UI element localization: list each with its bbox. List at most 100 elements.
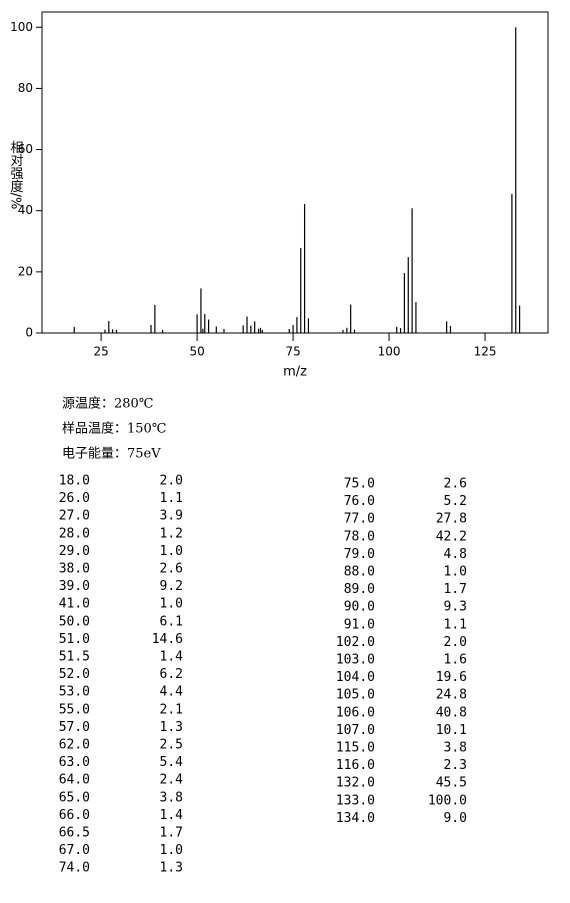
intensity: 1.3	[160, 861, 183, 876]
mz: 133.0	[336, 793, 375, 808]
x-tick-label: 50	[189, 345, 204, 359]
intensity: 1.1	[160, 491, 183, 506]
intensity: 5.4	[160, 755, 184, 770]
intensity: 2.0	[160, 474, 183, 489]
mz: 55.0	[59, 702, 90, 717]
intensity: 1.4	[160, 808, 184, 823]
mz: 38.0	[59, 562, 90, 577]
mz: 65.0	[59, 790, 90, 805]
intensity: 6.2	[160, 667, 183, 682]
intensity: 1.0	[160, 843, 183, 858]
mz: 53.0	[59, 685, 90, 700]
mz: 41.0	[59, 597, 90, 612]
intensity: 1.2	[160, 526, 183, 541]
y-tick-label: 80	[18, 81, 33, 95]
intensity: 3.8	[160, 790, 183, 805]
intensity: 3.8	[444, 741, 467, 756]
intensity: 4.4	[160, 685, 184, 700]
mz: 67.0	[59, 843, 90, 858]
intensity: 9.0	[444, 811, 467, 826]
mz: 39.0	[59, 579, 90, 594]
mz: 18.0	[59, 474, 90, 489]
intensity: 1.1	[444, 617, 467, 632]
x-tick-label: 25	[93, 345, 108, 359]
mz: 89.0	[344, 582, 375, 597]
x-tick-label: 75	[285, 345, 300, 359]
mz: 57.0	[59, 720, 90, 735]
intensity: 6.1	[160, 614, 183, 629]
plot-frame	[41, 11, 549, 334]
condition: 样品温度：150℃	[62, 421, 166, 437]
mz: 88.0	[344, 565, 375, 580]
intensity: 9.2	[160, 579, 183, 594]
y-tick-label: 100	[10, 20, 33, 34]
mz: 51.5	[59, 650, 90, 665]
mz: 66.5	[59, 826, 90, 841]
mz: 75.0	[344, 477, 375, 492]
intensity: 2.5	[160, 738, 183, 753]
intensity: 40.8	[436, 705, 467, 720]
x-axis-label: m/z	[283, 365, 307, 380]
intensity: 5.2	[444, 494, 467, 509]
intensity: 27.8	[436, 512, 467, 527]
intensity: 100.0	[428, 793, 467, 808]
mz: 76.0	[344, 494, 375, 509]
intensity: 2.6	[160, 562, 183, 577]
intensity: 19.6	[436, 670, 467, 685]
mz: 116.0	[336, 758, 375, 773]
x-tick-label: 125	[474, 345, 497, 359]
mz: 115.0	[336, 741, 375, 756]
mz: 50.0	[59, 614, 90, 629]
intensity: 45.5	[436, 776, 467, 791]
intensity: 1.0	[444, 565, 467, 580]
mz: 107.0	[336, 723, 375, 738]
mz: 51.0	[59, 632, 90, 647]
mz: 78.0	[344, 529, 375, 544]
mz: 102.0	[336, 635, 375, 650]
intensity: 1.0	[160, 597, 183, 612]
mz: 52.0	[59, 667, 90, 682]
mz: 28.0	[59, 526, 90, 541]
mz: 134.0	[336, 811, 375, 826]
y-tick-label: 40	[18, 203, 33, 217]
condition: 源温度：280℃	[62, 396, 153, 412]
intensity: 2.1	[160, 702, 183, 717]
intensity: 1.7	[160, 826, 183, 841]
intensity: 24.8	[436, 688, 467, 703]
y-tick-label: 0	[25, 326, 33, 340]
intensity: 14.6	[152, 632, 183, 647]
mz: 79.0	[344, 547, 375, 562]
intensity: 1.4	[160, 650, 184, 665]
mz: 62.0	[59, 738, 90, 753]
mz: 74.0	[59, 861, 90, 876]
intensity: 10.1	[436, 723, 467, 738]
mz: 29.0	[59, 544, 90, 559]
y-axis-label: 相对强度/%	[8, 141, 24, 210]
intensity: 9.3	[444, 600, 467, 615]
mz: 132.0	[336, 776, 375, 791]
mz: 91.0	[344, 617, 375, 632]
condition: 电子能量：75eV	[62, 447, 161, 462]
intensity: 2.0	[444, 635, 467, 650]
mz: 104.0	[336, 670, 375, 685]
mz: 106.0	[336, 705, 375, 720]
intensity: 42.2	[436, 529, 467, 544]
mz: 26.0	[59, 491, 90, 506]
intensity: 1.3	[160, 720, 183, 735]
mz: 66.0	[59, 808, 90, 823]
mz: 77.0	[344, 512, 375, 527]
y-tick-label: 60	[18, 142, 33, 156]
mz: 27.0	[59, 509, 90, 524]
intensity: 1.6	[444, 653, 467, 668]
mz: 105.0	[336, 688, 375, 703]
intensity: 2.3	[444, 758, 467, 773]
mz: 103.0	[336, 653, 375, 668]
x-tick-label: 100	[378, 345, 401, 359]
intensity: 2.4	[160, 773, 184, 788]
intensity: 3.9	[160, 509, 183, 524]
intensity: 4.8	[444, 547, 467, 562]
mz: 64.0	[59, 773, 90, 788]
intensity: 1.7	[444, 582, 467, 597]
y-tick-label: 20	[18, 264, 33, 278]
